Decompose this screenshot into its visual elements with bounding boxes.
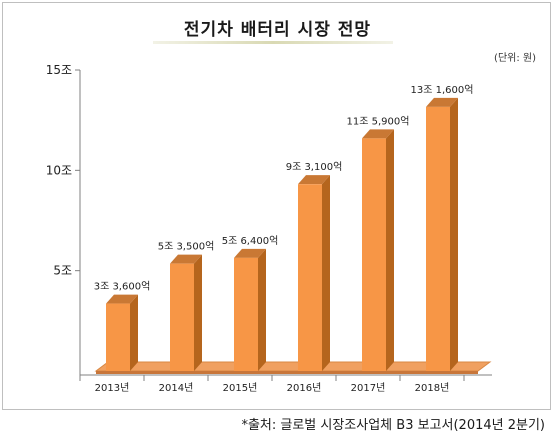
unit-label: (단위: 원) — [494, 53, 536, 64]
chart-title: 전기차 배터리 시장 전망 — [183, 20, 372, 40]
bar-side — [194, 254, 202, 371]
x-tick-label: 2014년 — [159, 382, 194, 394]
bar-side — [386, 129, 394, 371]
x-tick-label: 2015년 — [223, 382, 258, 394]
bar-side — [258, 248, 266, 371]
y-tick-label: 5조 — [53, 264, 72, 278]
chart-frame: 전기차 배터리 시장 전망 (단위: 원) — [2, 2, 551, 410]
bar-chart: 5조 10조 15조 3조 3,600억 2013년 5조 3,500억 2014년 5조 6… — [46, 63, 492, 394]
bar-side — [130, 294, 138, 371]
y-tick-label: 10조 — [46, 163, 72, 177]
bar-top — [170, 254, 202, 264]
bar-top — [234, 248, 266, 258]
data-label: 11조 5,900억 — [347, 115, 410, 127]
bar — [234, 257, 258, 371]
data-label: 5조 3,500억 — [158, 241, 215, 253]
bar-side — [450, 97, 458, 371]
data-label: 5조 6,400억 — [222, 235, 279, 247]
bar-top — [298, 175, 330, 185]
bar-side — [322, 175, 330, 371]
bar — [298, 184, 322, 371]
x-tick-label: 2018년 — [415, 382, 450, 394]
x-tick-label: 2013년 — [95, 382, 130, 394]
chart-floor-edge — [96, 371, 478, 374]
data-label: 3조 3,600억 — [94, 281, 151, 293]
data-label: 13조 1,600억 — [411, 84, 474, 96]
title-underline — [153, 41, 393, 44]
bar — [170, 263, 194, 371]
x-tick-label: 2017년 — [351, 382, 386, 394]
bar-top — [106, 294, 138, 304]
x-tick-label: 2016년 — [287, 382, 322, 394]
y-tick-label: 15조 — [46, 63, 72, 77]
bar — [106, 303, 130, 371]
bar-top — [362, 129, 394, 139]
source-note: *출처: 글로벌 시장조사업체 B3 보고서(2014년 2분기) — [241, 418, 545, 433]
bar — [426, 106, 450, 371]
bar — [362, 138, 386, 371]
data-label: 9조 3,100억 — [286, 161, 343, 173]
bar-top — [426, 97, 458, 107]
